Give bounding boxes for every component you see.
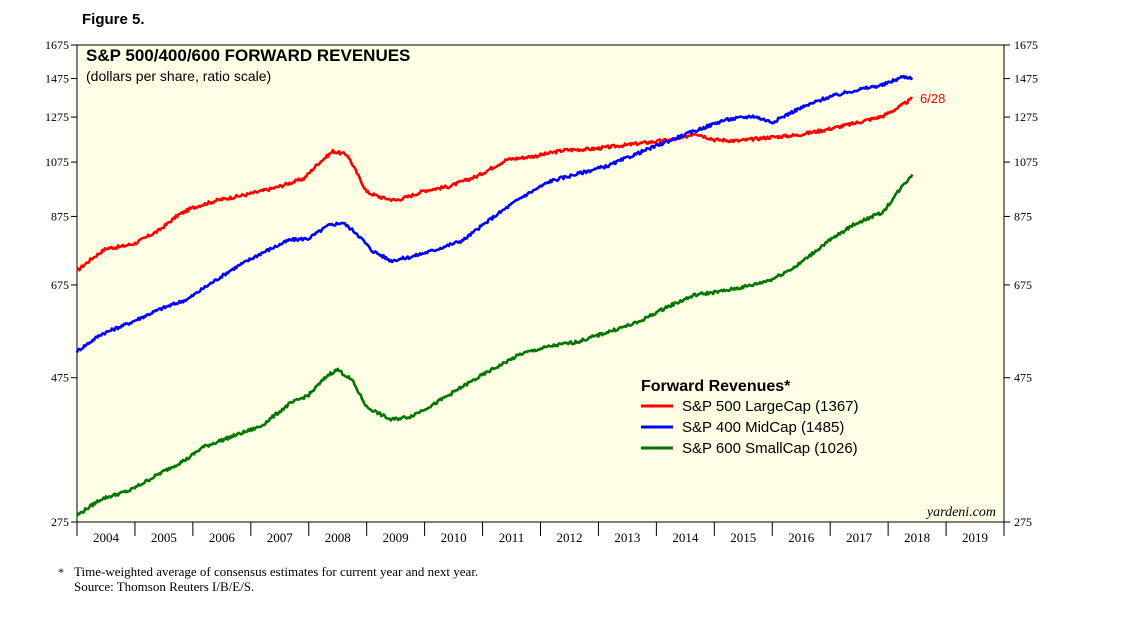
y-tick-label-left: 275 — [51, 515, 69, 529]
footnote-marker: * — [58, 565, 64, 579]
y-tick-label-right: 675 — [1014, 278, 1032, 292]
figure-label: Figure 5. — [82, 11, 145, 28]
x-tick-label: 2005 — [151, 530, 177, 545]
y-tick-label-right: 1075 — [1014, 155, 1038, 169]
plot-area — [76, 44, 1005, 523]
x-tick-label: 2016 — [788, 530, 815, 545]
series-lines — [75, 74, 914, 517]
y-tick-label-right: 475 — [1014, 371, 1032, 385]
x-tick-label: 2010 — [441, 530, 467, 545]
x-tick-label: 2013 — [614, 530, 640, 545]
right-y-axis: 275 475 675 875 1075 1275 1475 1675 — [1004, 38, 1038, 529]
x-tick-label: 2018 — [904, 530, 930, 545]
x-tick-label: 2011 — [499, 530, 525, 545]
legend-entry: S&P 600 SmallCap (1026) — [682, 440, 858, 457]
series-line — [75, 74, 914, 353]
left-y-axis: 275 475 675 875 1075 1275 1475 1675 — [45, 38, 77, 529]
y-tick-label-left: 675 — [51, 278, 69, 292]
x-tick-label: 2004 — [93, 530, 120, 545]
watermark: yardeni.com — [925, 505, 996, 520]
legend-title: Forward Revenues* — [641, 378, 791, 395]
y-tick-label-left: 475 — [51, 371, 69, 385]
legend-entry: S&P 400 MidCap (1485) — [682, 419, 844, 436]
x-tick-label: 2014 — [672, 530, 699, 545]
y-tick-label-right: 275 — [1014, 515, 1032, 529]
y-tick-label-left: 875 — [51, 209, 69, 223]
y-tick-label-right: 1475 — [1014, 72, 1038, 86]
x-tick-label: 2017 — [846, 530, 873, 545]
series-line — [75, 173, 914, 517]
x-tick-label: 2009 — [383, 530, 409, 545]
end-date-label: 6/28 — [920, 91, 945, 106]
chart-title: S&P 500/400/600 FORWARD REVENUES — [86, 46, 410, 65]
y-tick-label-right: 1675 — [1014, 38, 1038, 52]
legend: Forward Revenues* S&P 500 LargeCap (1367… — [641, 378, 859, 457]
y-tick-label-left: 1275 — [45, 110, 69, 124]
footnote: Time-weighted average of consensus estim… — [74, 564, 478, 579]
legend-entry: S&P 500 LargeCap (1367) — [682, 398, 859, 415]
x-tick-label: 2012 — [556, 530, 582, 545]
x-tick-label: 2006 — [209, 530, 236, 545]
x-axis: 2004 2005 2006 2007 2008 2009 2010 2011 2012 2013… — [76, 522, 1005, 545]
x-tick-label: 2015 — [730, 530, 756, 545]
source-note: Source: Thomson Reuters I/B/E/S. — [74, 579, 254, 594]
y-tick-label-right: 1275 — [1014, 110, 1038, 124]
x-tick-label: 2007 — [267, 530, 294, 545]
y-tick-label-left: 1475 — [45, 72, 69, 86]
x-tick-label: 2008 — [325, 530, 351, 545]
y-tick-label-left: 1675 — [45, 38, 69, 52]
chart-subtitle: (dollars per share, ratio scale) — [86, 68, 271, 84]
y-tick-label-right: 875 — [1014, 209, 1032, 223]
x-tick-label: 2019 — [962, 530, 988, 545]
y-tick-label-left: 1075 — [45, 155, 69, 169]
series-line — [76, 96, 913, 272]
